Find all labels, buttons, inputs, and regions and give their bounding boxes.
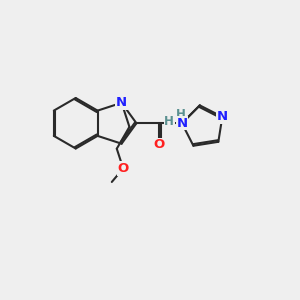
Text: N: N (176, 117, 188, 130)
Text: N: N (176, 117, 188, 130)
Text: N: N (116, 96, 127, 109)
Text: O: O (118, 162, 129, 175)
Text: H: H (176, 108, 185, 122)
Text: O: O (154, 138, 165, 151)
Text: N: N (217, 110, 228, 123)
Text: H: H (164, 115, 174, 128)
